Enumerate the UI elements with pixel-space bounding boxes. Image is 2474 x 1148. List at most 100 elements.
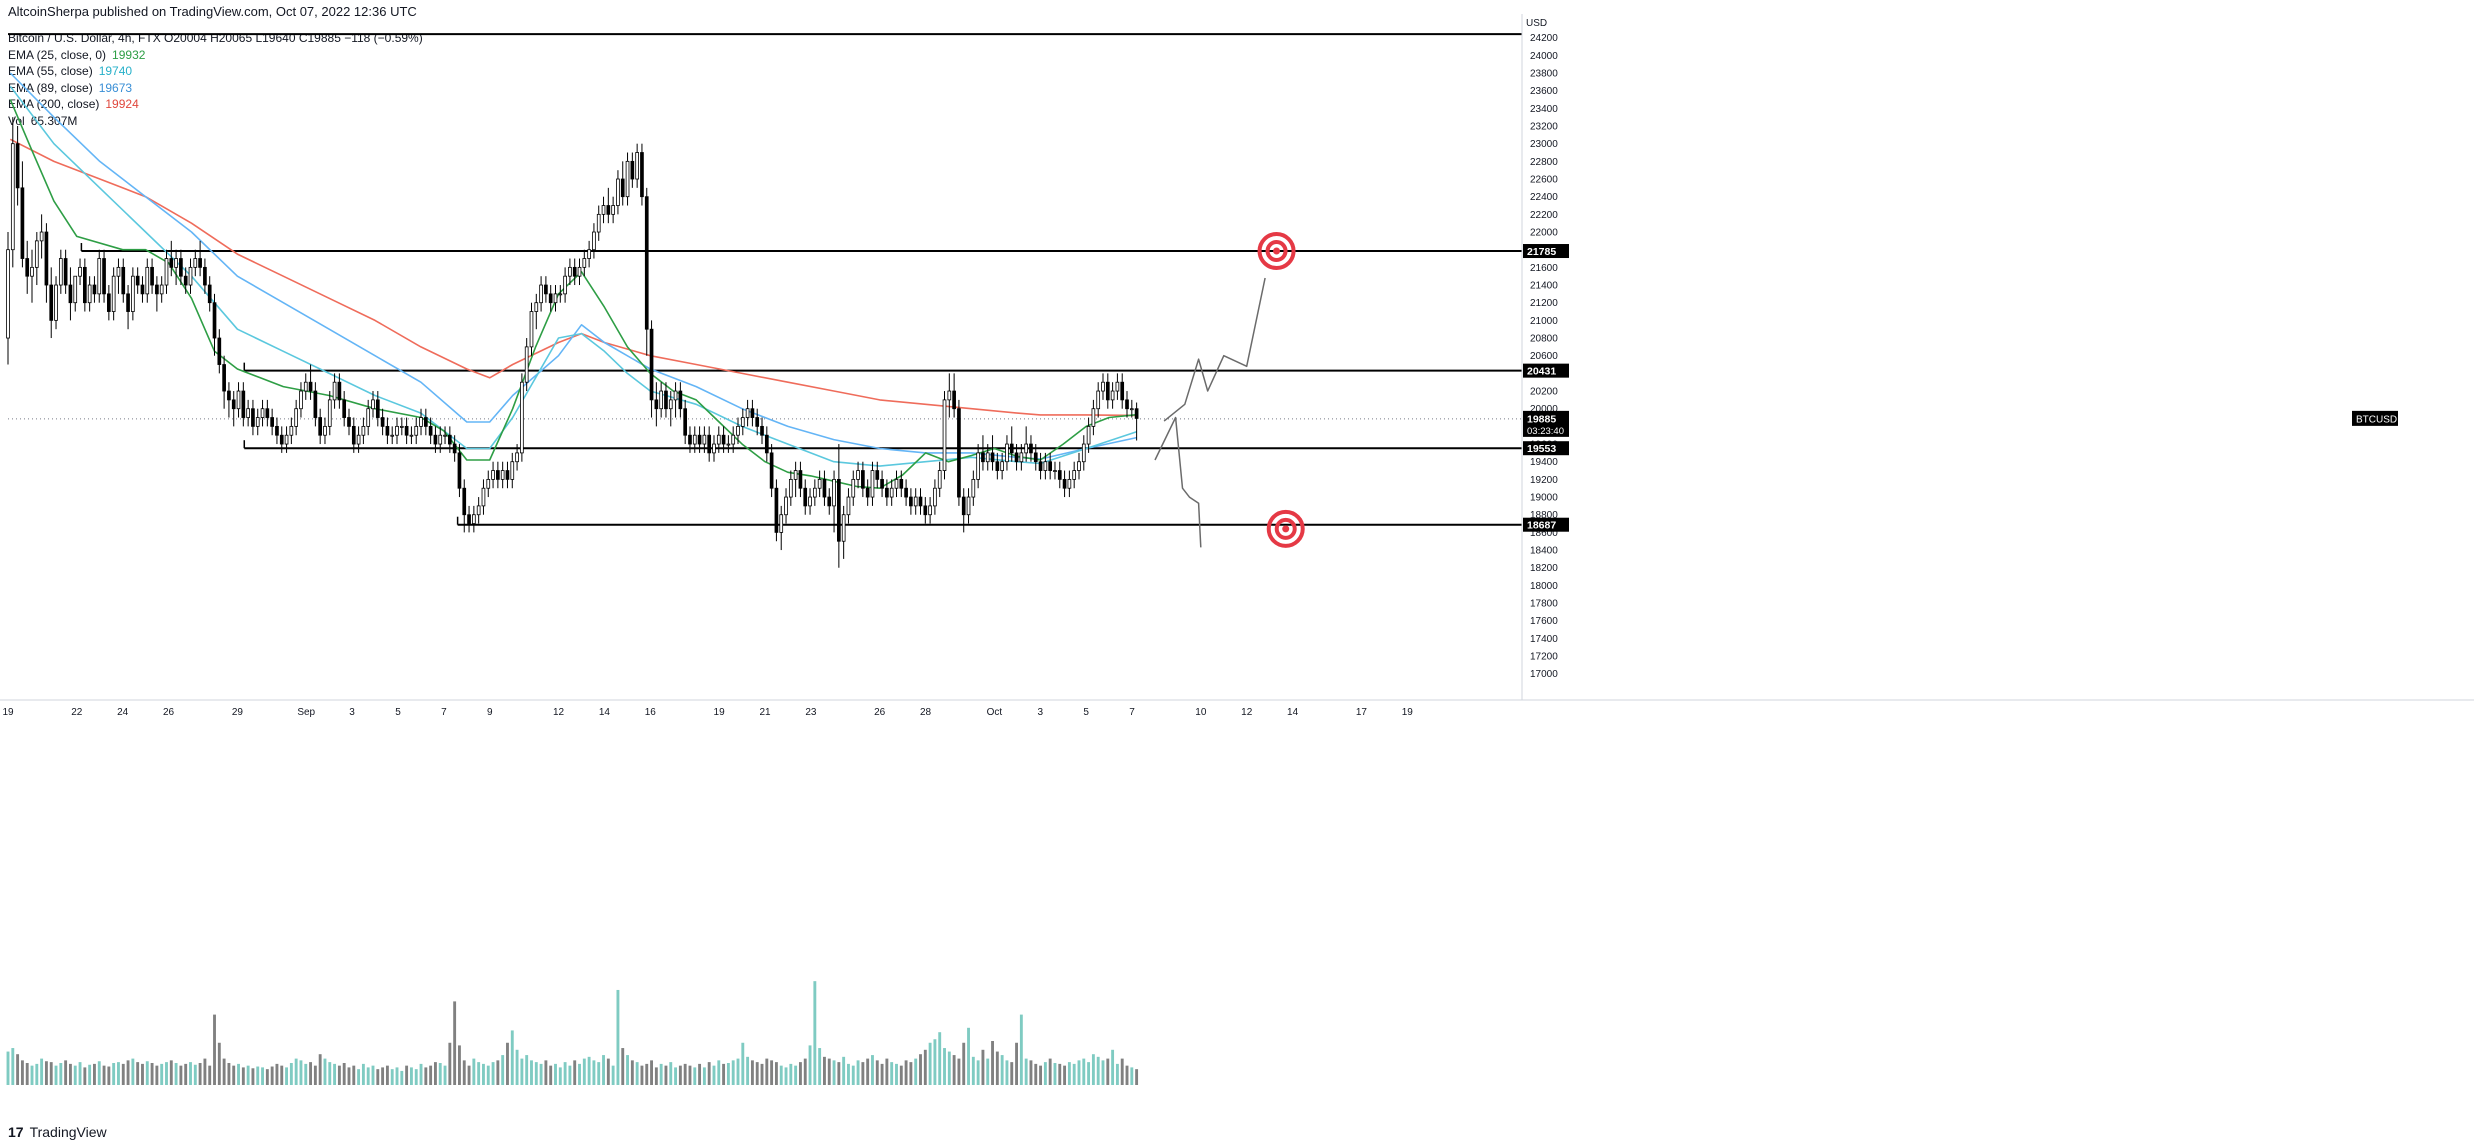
volume-bar [530,1060,533,1085]
candle-body [1110,390,1115,401]
volume-bar [1111,1049,1115,1085]
price-tick-label: 22000 [1530,228,1558,239]
volume-bar [482,1063,485,1085]
candle-body [524,346,529,383]
volume-bar [962,1042,966,1085]
price-tick-label: 20200 [1530,387,1558,398]
volume-bar [871,1055,874,1085]
candle-body [265,408,270,418]
candle-body [275,425,279,436]
volume-bar [779,1065,783,1085]
candle-body [1009,443,1014,454]
volume-bar [68,1063,72,1085]
volume-bar [1063,1065,1067,1085]
candle-body [1129,408,1134,411]
candle-body [822,478,827,498]
candle-body [985,452,990,463]
candle-body [150,266,154,286]
volume-bar [597,1062,601,1085]
volume-bar [390,1069,394,1085]
volume-bar [256,1066,260,1085]
volume-bar [1091,1054,1095,1085]
candle-body [198,258,202,268]
volume-bar [97,1061,101,1085]
candle-body [270,417,274,427]
candle-body [1024,443,1028,454]
price-tick-label: 21400 [1530,281,1558,292]
volume-bar [534,1062,538,1085]
volume-bar [1135,1069,1139,1085]
volume-bar [510,1030,514,1085]
legend-label: EMA (55, close) [8,64,93,78]
candle-body [870,470,875,498]
candle-body [58,258,63,286]
volume-bar [299,1060,303,1085]
volume-bar [165,1062,168,1085]
volume-bar [1130,1067,1134,1085]
volume-bar [880,1063,884,1085]
volume-bar [433,1062,437,1085]
candle-body [472,514,476,524]
volume-bar [842,1056,846,1085]
candle-body [548,293,553,304]
price-tick-label: 22200 [1530,210,1558,221]
volume-bar [1053,1063,1057,1085]
volume-bar [179,1065,183,1085]
volume-bar [919,1054,922,1085]
candle-body [587,249,591,259]
price-tick-label: 21600 [1530,263,1558,274]
candle-body [712,443,716,454]
candle-body [159,284,164,295]
candle-body [140,284,145,295]
volume-bar [352,1065,356,1085]
volume-bar [837,1062,841,1085]
volume-bar [59,1063,63,1085]
candle-body [837,478,841,542]
volume-bar [414,1069,418,1085]
candle-body [918,496,923,507]
legend-ema55: EMA (55, close) 19740 [8,63,423,80]
candle-body [78,266,82,277]
candle-body [174,258,178,268]
volume-bar [645,1063,649,1085]
volume-bar [789,1063,793,1085]
volume-bar [121,1063,125,1085]
volume-bar [323,1058,327,1085]
volume-bar [923,1049,927,1085]
time-tick-label: 10 [1195,707,1207,718]
volume-bar [947,1051,951,1085]
candle-body [909,496,913,507]
volume-bar [107,1066,111,1085]
volume-bar [967,1027,970,1085]
candle-body [654,399,659,410]
candle-body [1057,470,1062,480]
last-price-box [1523,410,1569,437]
candle-body [1115,381,1120,392]
time-tick-label: 21 [759,707,771,718]
candle-body [323,425,327,436]
candle-body [1062,478,1067,489]
volume-bar [30,1065,34,1085]
volume-bar [1039,1065,1043,1085]
price-tick-label: 23400 [1530,104,1558,115]
candle-body [1105,381,1110,401]
volume-bar [1106,1058,1110,1085]
candle-body [740,417,745,427]
volume-bar [102,1065,106,1085]
volume-bar [1072,1063,1076,1085]
volume-bar [309,1062,313,1085]
volume-bar [938,1032,942,1085]
candle-body [937,470,942,489]
candle-body [635,152,639,180]
volume-bar [847,1063,850,1085]
candle-body [30,266,34,277]
volume-bar [875,1060,879,1085]
candle-body [404,425,409,436]
volume-bar [126,1060,130,1085]
volume-bar [313,1065,317,1085]
volume-bar [453,1001,457,1085]
volume-bar [818,1048,822,1085]
candle-body [726,443,731,446]
bull-path [1163,277,1266,422]
